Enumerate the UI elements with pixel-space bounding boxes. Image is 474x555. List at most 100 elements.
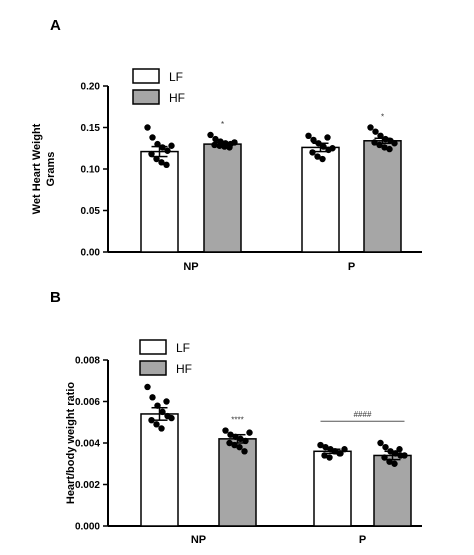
data-point — [163, 161, 170, 169]
data-point — [309, 149, 316, 156]
y-axis-title: Heart/body weight ratio — [65, 382, 77, 505]
data-point — [376, 141, 383, 149]
bar-np-lf — [140, 413, 179, 527]
data-point — [336, 450, 343, 457]
data-point — [221, 143, 228, 150]
x-tick-label: P — [348, 261, 355, 273]
data-point — [367, 124, 374, 131]
bar-np-hf — [218, 438, 257, 527]
data-point — [153, 155, 160, 163]
legend-swatch — [132, 68, 160, 84]
data-point — [382, 443, 389, 451]
y-tick-label: 0.00 — [81, 248, 101, 259]
data-point — [144, 124, 151, 131]
data-point — [154, 402, 161, 409]
y-axis-title: Wet Heart Weight — [31, 123, 43, 214]
data-point — [222, 427, 229, 434]
y-tick-label: 0.10 — [81, 165, 101, 176]
data-point — [377, 439, 384, 447]
x-tick-label: NP — [191, 534, 206, 546]
data-point — [386, 458, 393, 465]
data-point — [231, 441, 238, 449]
data-point — [305, 132, 312, 139]
y-tick-label: 0.008 — [75, 356, 100, 367]
data-point — [236, 443, 243, 451]
data-point — [381, 144, 388, 151]
data-point — [159, 408, 166, 416]
data-point — [226, 144, 233, 151]
data-point — [401, 452, 408, 459]
y-tick-label: 0.15 — [81, 123, 101, 134]
y-tick-label: 0.002 — [75, 480, 100, 491]
data-point — [158, 159, 165, 166]
data-point — [164, 147, 171, 154]
data-point — [149, 134, 156, 141]
data-point — [246, 429, 253, 436]
data-point — [329, 145, 336, 152]
data-point — [159, 144, 166, 151]
legend-label: LF — [169, 70, 183, 84]
data-point — [207, 131, 214, 139]
data-point — [387, 448, 394, 455]
data-point — [242, 437, 249, 445]
data-point — [377, 132, 384, 139]
y-tick-label: 0.05 — [81, 206, 101, 217]
significance-label: **** — [231, 416, 243, 425]
data-point — [321, 452, 328, 459]
data-point — [372, 128, 379, 135]
y-tick-label: 0.004 — [75, 439, 100, 450]
bar-p-hf — [363, 140, 402, 253]
data-point — [320, 143, 327, 150]
chart-panel-a: A 0.00 0.05 0.10 0.15 0.20 Wet Heart Weight Gra… — [31, 17, 422, 273]
data-point — [158, 425, 165, 432]
data-point — [391, 460, 398, 467]
data-point — [153, 421, 160, 428]
data-point — [386, 145, 393, 153]
data-point — [211, 141, 218, 149]
data-point — [232, 433, 239, 440]
data-point — [324, 134, 331, 141]
data-point — [212, 135, 219, 143]
data-point — [237, 435, 244, 443]
data-point — [154, 140, 161, 148]
data-point — [148, 150, 155, 158]
data-point — [314, 153, 321, 160]
data-point — [382, 135, 389, 143]
data-point — [226, 439, 233, 447]
data-point — [317, 441, 324, 449]
data-point — [241, 448, 248, 455]
x-tick-label: NP — [183, 261, 198, 273]
legend-label: LF — [176, 341, 190, 355]
data-point — [168, 414, 175, 422]
data-point — [326, 454, 333, 461]
bar-np-hf — [203, 143, 242, 253]
significance-label: * — [221, 120, 224, 129]
x-tick-label: P — [359, 534, 366, 546]
y-tick-label: 0.006 — [75, 397, 100, 408]
data-point — [149, 394, 156, 401]
data-point — [168, 142, 175, 149]
y-axis-title: Grams — [45, 152, 57, 187]
data-point — [310, 136, 317, 144]
significance-label: * — [381, 113, 384, 122]
data-point — [331, 448, 338, 455]
y-tick-label: 0.000 — [75, 522, 100, 533]
chart-panel-b: B 0.000 0.002 0.004 0.006 0.008 Heart/body wei… — [50, 289, 422, 546]
data-point — [315, 140, 322, 147]
data-point — [392, 450, 399, 457]
legend-swatch — [139, 360, 167, 376]
data-point — [148, 416, 155, 424]
legend-label: HF — [176, 362, 192, 376]
data-point — [391, 140, 398, 147]
data-point — [322, 443, 329, 451]
panel-letter: B — [50, 289, 61, 306]
y-tick-label: 0.20 — [81, 82, 101, 93]
legend-swatch — [132, 89, 160, 105]
data-point — [371, 139, 378, 146]
bar-p-lf — [313, 450, 352, 527]
data-point — [231, 139, 238, 146]
data-point — [163, 398, 170, 405]
data-point — [319, 155, 326, 163]
data-point — [396, 446, 403, 453]
